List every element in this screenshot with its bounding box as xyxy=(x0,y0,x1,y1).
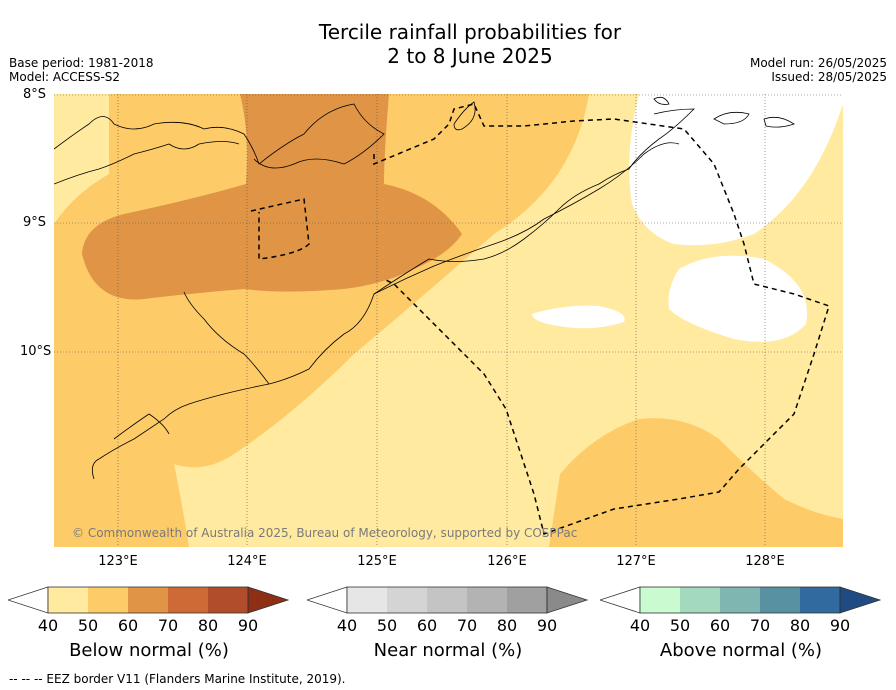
model-run: Model run: 26/05/2025 xyxy=(749,56,887,70)
lon-label-126e: 126°E xyxy=(487,554,527,569)
near-tick: 60 xyxy=(416,616,438,635)
near-tick: 90 xyxy=(536,616,558,635)
below-tick: 90 xyxy=(237,616,259,635)
lat-label-8s: 8°S xyxy=(22,87,46,102)
lon-label-127e: 127°E xyxy=(616,554,656,569)
above-normal-colorbar xyxy=(600,586,882,614)
no-dominant-area-small xyxy=(532,305,625,329)
copyright-notice: © Commonwealth of Australia 2025, Bureau… xyxy=(72,526,578,540)
below-tick: 80 xyxy=(197,616,219,635)
coastlines xyxy=(54,96,795,480)
lat-label-9s: 9°S xyxy=(22,215,46,230)
above-normal-label: Above normal (%) xyxy=(659,640,823,661)
eez-border xyxy=(250,103,830,535)
prob-50-60-area-south xyxy=(549,418,843,547)
below-normal-label: Below normal (%) xyxy=(69,640,229,661)
below-tick: 40 xyxy=(37,616,59,635)
prob-60-70-area xyxy=(82,94,462,300)
map-title-line1: Tercile rainfall probabilities for xyxy=(318,20,622,44)
near-tick: 50 xyxy=(376,616,398,635)
below-tick: 50 xyxy=(77,616,99,635)
lon-label-123e: 123°E xyxy=(98,554,138,569)
below-normal-colorbar xyxy=(8,586,290,614)
near-normal-colorbar xyxy=(307,586,589,614)
base-period: Base period: 1981-2018 xyxy=(9,56,154,70)
near-normal-label: Near normal (%) xyxy=(373,640,523,661)
no-dominant-area-east xyxy=(629,94,843,246)
below-tick: 60 xyxy=(117,616,139,635)
above-tick: 80 xyxy=(789,616,811,635)
near-tick: 40 xyxy=(336,616,358,635)
below-tick: 70 xyxy=(157,616,179,635)
graticule xyxy=(54,94,843,547)
no-dominant-area-mid xyxy=(668,255,808,342)
above-tick: 90 xyxy=(829,616,851,635)
above-tick: 40 xyxy=(629,616,651,635)
lon-label-124e: 124°E xyxy=(227,554,267,569)
above-tick: 50 xyxy=(669,616,691,635)
near-tick: 80 xyxy=(496,616,518,635)
lat-label-10s: 10°S xyxy=(20,344,52,359)
issued-date: Issued: 28/05/2025 xyxy=(771,70,887,84)
above-tick: 60 xyxy=(709,616,731,635)
above-tick: 70 xyxy=(749,616,771,635)
near-tick: 70 xyxy=(456,616,478,635)
lon-label-128e: 128°E xyxy=(745,554,785,569)
lon-label-125e: 125°E xyxy=(357,554,397,569)
eez-footnote: -- -- -- EEZ border V11 (Flanders Marine… xyxy=(9,672,346,686)
model-name: Model: ACCESS-S2 xyxy=(9,70,121,84)
map-title-line2: 2 to 8 June 2025 xyxy=(387,44,553,68)
rainfall-map xyxy=(54,94,843,547)
